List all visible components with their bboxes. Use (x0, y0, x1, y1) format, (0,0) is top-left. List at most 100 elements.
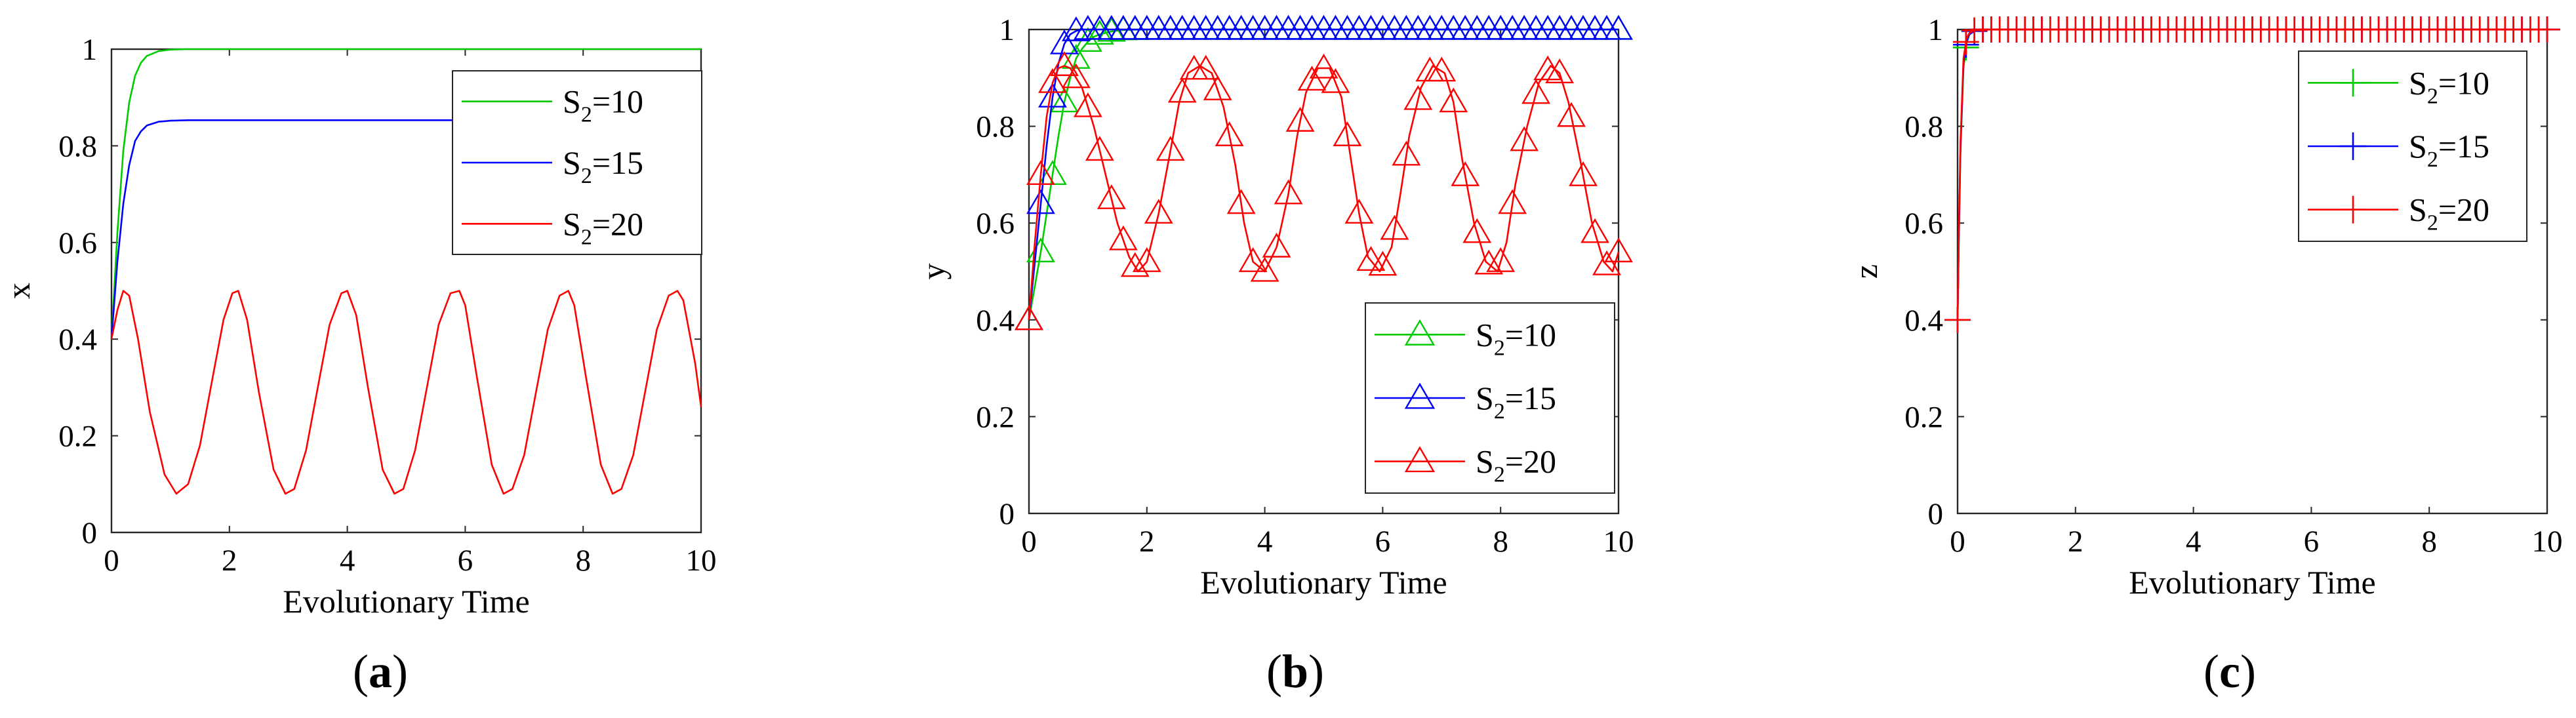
series-line (110, 290, 702, 495)
triangle-marker (1167, 77, 1197, 103)
legend-entry: S2=20 (2308, 191, 2489, 235)
y-tick-label: 0.6 (58, 226, 97, 260)
x-axis-label: Evolutionary Time (2129, 564, 2375, 601)
triangle-marker (1474, 249, 1504, 275)
triangle-marker (1604, 237, 1633, 263)
triangle-marker (1015, 305, 1043, 330)
triangle-marker (1132, 247, 1161, 272)
panel-label: (b) (1266, 645, 1324, 698)
x-tick-label: 0 (1950, 525, 1965, 559)
x-tick-label: 10 (2532, 525, 2563, 559)
y-axis-label: y (915, 264, 952, 280)
x-tick-label: 8 (575, 544, 591, 578)
triangle-marker (1274, 179, 1303, 205)
triangle-marker (1486, 247, 1516, 272)
triangle-marker (1215, 121, 1244, 146)
triangle-marker (1569, 161, 1598, 186)
x-tick-label: 4 (340, 544, 355, 578)
triangle-marker (1238, 247, 1268, 272)
legend-entry: S2=15 (1375, 380, 1556, 424)
triangle-marker (1050, 51, 1079, 76)
legend: S2=10 S2=15 S2=20 (452, 70, 702, 255)
y-tick-label: 0.2 (976, 400, 1015, 434)
triangle-marker (1356, 246, 1386, 271)
triangle-marker (1404, 446, 1436, 473)
legend-label: S2=10 (563, 83, 643, 127)
plus-marker (2339, 195, 2367, 224)
triangle-marker (1592, 250, 1621, 275)
series-s2-15 (110, 119, 701, 340)
x-tick-label: 10 (1603, 525, 1634, 559)
x-tick-label: 6 (458, 544, 473, 578)
y-tick-label: 0.6 (976, 207, 1015, 241)
triangle-marker (1191, 54, 1220, 80)
legend-entry: S2=10 (462, 83, 643, 127)
x-tick-label: 4 (1257, 525, 1273, 559)
triangle-marker (1510, 126, 1539, 151)
legend-label: S2=15 (2409, 128, 2489, 172)
triangle-marker (1156, 136, 1185, 161)
legend-entry: S2=15 (462, 144, 643, 188)
triangle-marker (1557, 102, 1586, 127)
series-s2-20 (1944, 16, 2560, 333)
triangle-marker (1061, 16, 1091, 41)
x-tick-label: 2 (2068, 525, 2083, 559)
triangle-marker (1038, 68, 1067, 93)
triangle-marker (1250, 256, 1279, 282)
x-axis-label: Evolutionary Time (283, 583, 529, 620)
y-tick-label: 0.2 (1904, 400, 1943, 434)
plus-marker (2339, 132, 2367, 161)
triangle-marker (1580, 218, 1609, 243)
triangle-marker (1368, 250, 1398, 276)
x-tick-label: 0 (1021, 525, 1037, 559)
triangle-marker (1451, 161, 1480, 186)
x-tick-label: 2 (222, 544, 237, 578)
x-tick-label: 8 (1493, 525, 1508, 559)
legend: S2=10 S2=15 S2=20 (2298, 50, 2527, 242)
triangle-marker (1392, 140, 1421, 166)
plus-marker (2339, 69, 2367, 97)
plus-marker (1944, 306, 1971, 333)
series-line (1028, 65, 1620, 320)
triangle-marker (1203, 75, 1232, 100)
series-s2-20 (110, 290, 702, 495)
triangle-marker (1097, 184, 1126, 209)
x-tick-label: 6 (2304, 525, 2320, 559)
triangle-marker (1439, 87, 1468, 113)
triangle-marker (1545, 58, 1575, 84)
panel-label: (a) (353, 645, 408, 698)
y-tick-label: 1 (999, 13, 1015, 47)
triangle-marker (1604, 14, 1633, 40)
x-tick-label: 0 (104, 544, 119, 578)
chart-panel-c: 0 2 4 6 8 10 0 0.2 0.4 0.6 0.8 1 Evolutionary Time z S… (1847, 13, 2563, 698)
y-tick-label: 0.4 (58, 323, 97, 357)
legend-label: S2=20 (563, 205, 643, 249)
y-tick-label: 0 (1928, 497, 1944, 531)
y-axis-label: z (1847, 264, 1884, 279)
triangle-marker (1498, 189, 1527, 214)
y-tick-label: 0.8 (976, 110, 1015, 144)
triangle-marker (1262, 232, 1291, 258)
triangle-marker (1026, 160, 1055, 185)
triangle-marker (1226, 189, 1256, 214)
y-tick-label: 1 (1928, 13, 1944, 47)
legend-label: S2=15 (563, 144, 643, 188)
y-tick-label: 0.2 (58, 420, 97, 454)
plus-marker (2534, 16, 2560, 43)
legend-entry: S2=10 (1375, 316, 1556, 360)
triangle-marker (1285, 106, 1315, 132)
x-tick-label: 10 (686, 544, 717, 578)
series-s2-10 (110, 48, 701, 340)
y-tick-label: 0 (999, 497, 1015, 531)
x-axis-label: Evolutionary Time (1200, 564, 1447, 601)
triangle-marker (1061, 63, 1091, 89)
chart-panel-a: 0 2 4 6 8 10 0 0.2 0.4 0.6 0.8 1 Evolutionary Time x S… (0, 33, 717, 698)
legend-entry: S2=20 (462, 205, 643, 249)
y-tick-label: 0.4 (1904, 304, 1943, 338)
chart-panel-b: 0 2 4 6 8 10 0 0.2 0.4 0.6 0.8 1 Evolutionary Time y S… (915, 13, 1634, 698)
legend: S2=10 S2=15 S2=20 (1365, 302, 1615, 494)
triangle-marker (1404, 382, 1436, 409)
legend-label: S2=10 (2409, 64, 2489, 108)
triangle-marker (1427, 56, 1457, 82)
